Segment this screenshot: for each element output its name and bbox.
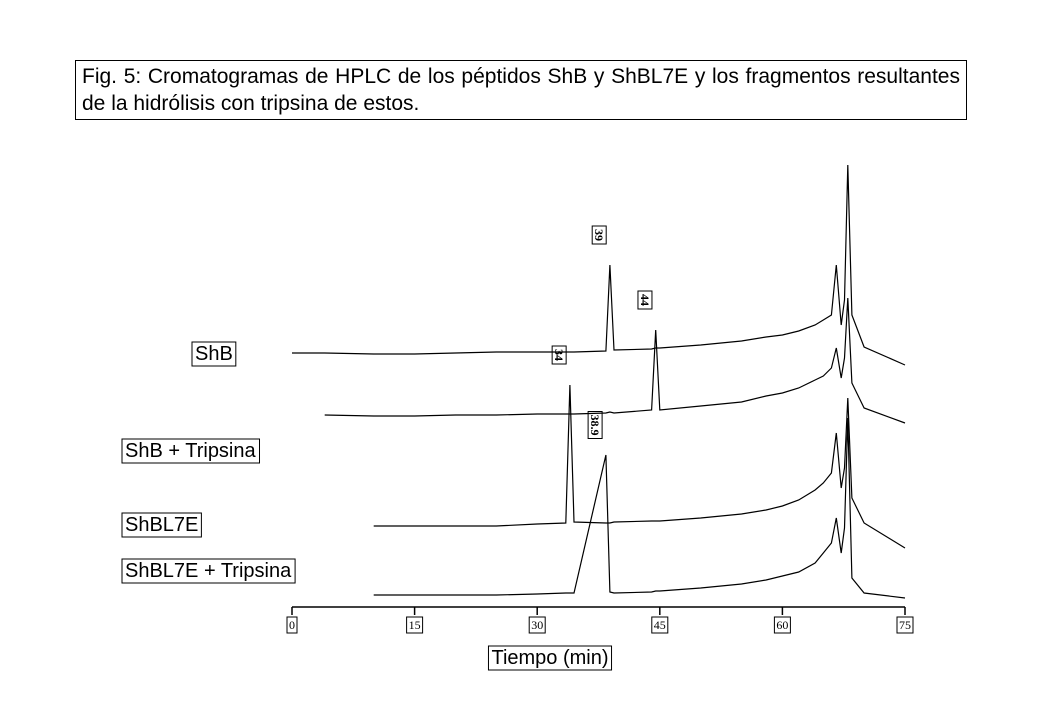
peak-label-text: 34 <box>552 349 566 361</box>
x-axis-label: Tiempo (min) <box>491 647 608 669</box>
tick-box <box>651 616 669 634</box>
peak-label: 39 <box>591 225 607 245</box>
peak-label-box <box>551 345 567 365</box>
x-tick-label: 45 <box>654 618 666 632</box>
peak-label-text: 38.9 <box>588 415 602 436</box>
tick-box <box>896 616 914 634</box>
peak-label-text: 39 <box>592 229 606 241</box>
series-label: ShB + Tripsina <box>125 440 257 462</box>
tick-box <box>406 616 424 634</box>
label-box <box>487 645 613 671</box>
tick-box <box>528 616 546 634</box>
peak-label-box <box>587 411 603 439</box>
peak-label-box <box>637 290 653 310</box>
tick-box <box>286 616 298 634</box>
label-box <box>191 341 237 367</box>
figure-title: Fig. 5: Cromatogramas de HPLC de los pép… <box>75 60 967 120</box>
tick-box <box>773 616 791 634</box>
x-tick-label: 60 <box>776 618 788 632</box>
trace <box>324 297 906 424</box>
series-label: ShB <box>195 343 233 365</box>
trace <box>373 384 906 549</box>
trace <box>292 164 906 366</box>
series-label: ShBL7E + Tripsina <box>125 560 292 582</box>
peak-label: 44 <box>637 290 653 310</box>
peak-label-box <box>591 225 607 245</box>
peak-label: 34 <box>551 345 567 365</box>
peak-label-text: 44 <box>638 294 652 306</box>
x-tick-label: 75 <box>899 618 911 632</box>
x-tick-label: 0 <box>289 618 295 632</box>
x-tick-label: 30 <box>531 618 543 632</box>
trace <box>373 417 906 599</box>
peak-label: 38.9 <box>587 411 603 439</box>
label-box <box>121 438 261 464</box>
x-tick-label: 15 <box>409 618 421 632</box>
label-box <box>121 558 296 584</box>
label-box <box>121 512 202 538</box>
series-label: ShBL7E <box>125 514 198 536</box>
